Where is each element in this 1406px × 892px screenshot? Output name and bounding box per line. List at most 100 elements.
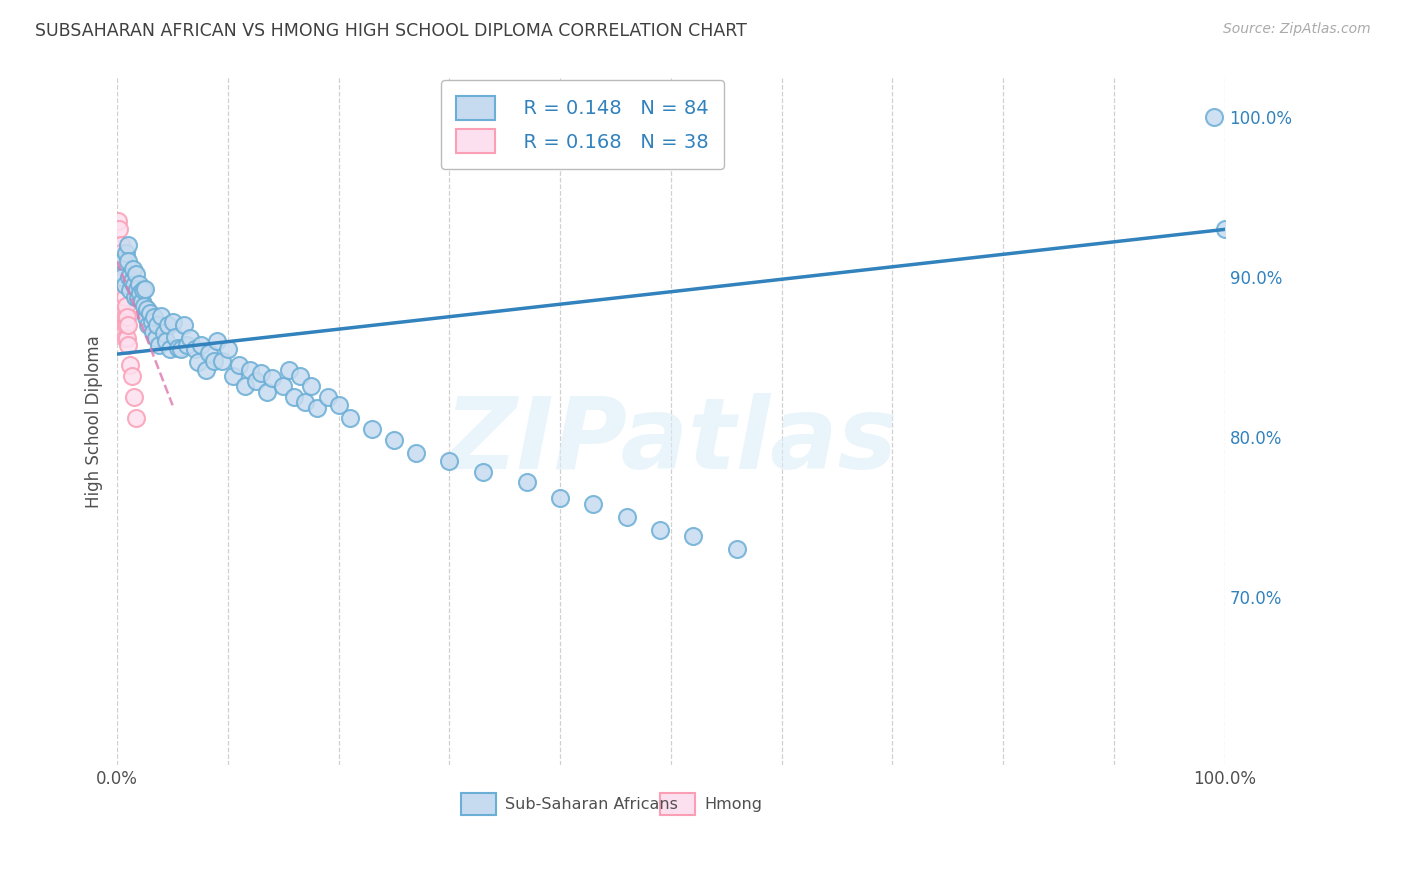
Point <box>114 278 136 293</box>
Point <box>162 315 184 329</box>
Point <box>107 238 129 252</box>
Point <box>217 343 239 357</box>
Point <box>115 246 138 260</box>
Point <box>107 214 129 228</box>
Point <box>150 309 173 323</box>
Point <box>127 291 149 305</box>
Point <box>173 318 195 333</box>
Point <box>115 318 138 333</box>
Point <box>111 274 134 288</box>
Point <box>1202 111 1225 125</box>
Point <box>141 315 163 329</box>
Point <box>305 401 328 416</box>
Point <box>127 281 149 295</box>
Point <box>121 274 143 288</box>
Point <box>142 310 165 325</box>
Point <box>132 299 155 313</box>
Point <box>145 331 167 345</box>
Point <box>135 310 157 325</box>
Point <box>194 363 217 377</box>
Point <box>110 270 132 285</box>
Point <box>131 294 153 309</box>
Point <box>121 369 143 384</box>
Point <box>152 326 174 341</box>
Point <box>339 411 361 425</box>
Point <box>163 329 186 343</box>
Point <box>256 385 278 400</box>
Point <box>245 374 267 388</box>
Point <box>139 305 162 319</box>
Point <box>148 337 170 351</box>
Point <box>115 331 138 345</box>
Point <box>211 353 233 368</box>
Point <box>179 331 201 345</box>
Point <box>190 337 212 351</box>
Point <box>682 529 704 543</box>
Point <box>115 310 138 325</box>
Point <box>228 359 250 373</box>
Point <box>124 289 146 303</box>
Point <box>136 302 159 317</box>
Point <box>108 242 131 256</box>
Point <box>112 326 135 341</box>
Point <box>548 491 571 505</box>
Point <box>118 270 141 285</box>
Point <box>111 283 134 297</box>
Text: Source: ZipAtlas.com: Source: ZipAtlas.com <box>1223 22 1371 37</box>
Point <box>112 286 135 301</box>
Point <box>121 262 143 277</box>
Point <box>136 318 159 333</box>
Point <box>108 222 131 236</box>
Point <box>725 542 748 557</box>
Point <box>616 510 638 524</box>
Point <box>471 466 494 480</box>
Point <box>115 299 138 313</box>
Legend:   R = 0.148   N = 84,   R = 0.168   N = 38: R = 0.148 N = 84, R = 0.168 N = 38 <box>440 80 724 169</box>
Point <box>439 454 461 468</box>
Point <box>129 286 152 301</box>
Point <box>233 379 256 393</box>
Y-axis label: High School Diploma: High School Diploma <box>86 334 103 508</box>
Point <box>176 337 198 351</box>
Point <box>112 270 135 285</box>
Point <box>114 310 136 325</box>
Text: SUBSAHARAN AFRICAN VS HMONG HIGH SCHOOL DIPLOMA CORRELATION CHART: SUBSAHARAN AFRICAN VS HMONG HIGH SCHOOL … <box>35 22 747 40</box>
FancyBboxPatch shape <box>659 793 696 814</box>
Point <box>299 379 322 393</box>
Point <box>167 341 190 355</box>
Text: ZIPatlas: ZIPatlas <box>444 393 897 491</box>
Point <box>155 334 177 349</box>
Point <box>111 270 134 285</box>
Point <box>183 343 205 357</box>
Point <box>114 331 136 345</box>
Point <box>294 395 316 409</box>
Point <box>1213 222 1236 236</box>
Point <box>108 262 131 277</box>
Point <box>122 390 145 404</box>
Point <box>112 305 135 319</box>
Point <box>273 379 295 393</box>
Point <box>111 294 134 309</box>
Point <box>120 359 142 373</box>
Point <box>120 283 142 297</box>
Point <box>582 498 605 512</box>
Point <box>131 283 153 297</box>
Point <box>361 422 384 436</box>
Point <box>205 334 228 349</box>
Point <box>516 475 538 489</box>
Point <box>134 281 156 295</box>
Point <box>111 258 134 272</box>
Point <box>222 369 245 384</box>
Point <box>125 267 148 281</box>
Point <box>111 299 134 313</box>
Point <box>187 355 209 369</box>
Point <box>110 278 132 293</box>
Point <box>110 238 132 252</box>
Point <box>262 371 284 385</box>
FancyBboxPatch shape <box>461 793 496 814</box>
Point <box>114 289 136 303</box>
Point <box>117 318 139 333</box>
Point <box>277 363 299 377</box>
Point <box>648 523 671 537</box>
Point <box>111 254 134 268</box>
